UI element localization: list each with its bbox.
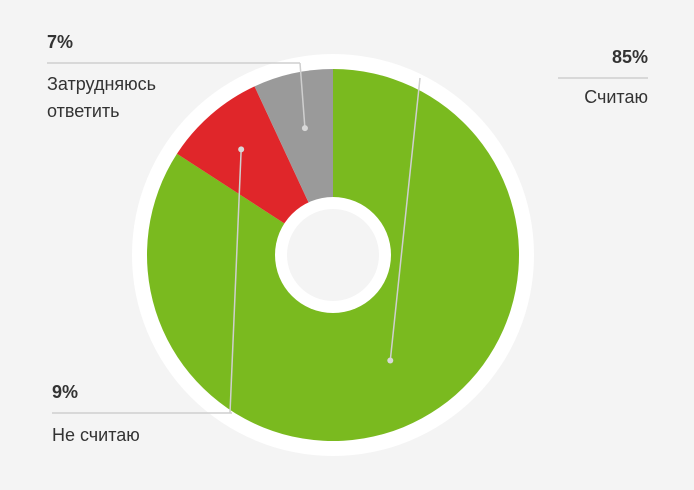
leader-line xyxy=(299,62,306,129)
leader-dot xyxy=(387,357,394,364)
category-label: Считаю xyxy=(584,87,648,107)
leader-line xyxy=(389,77,421,361)
leader-dot xyxy=(238,146,245,153)
value-label: 85% xyxy=(612,47,648,67)
leader-line xyxy=(229,149,242,414)
category-label: Затрудняюсь ответить xyxy=(47,74,156,121)
label-line: ответить xyxy=(47,101,120,121)
value-label: 9% xyxy=(52,382,78,402)
category-label: Не считаю xyxy=(52,425,140,445)
value-label: 7% xyxy=(47,32,73,52)
donut-center xyxy=(287,209,379,301)
label-line: Затрудняюсь xyxy=(47,74,156,94)
leader-dot xyxy=(301,125,308,132)
